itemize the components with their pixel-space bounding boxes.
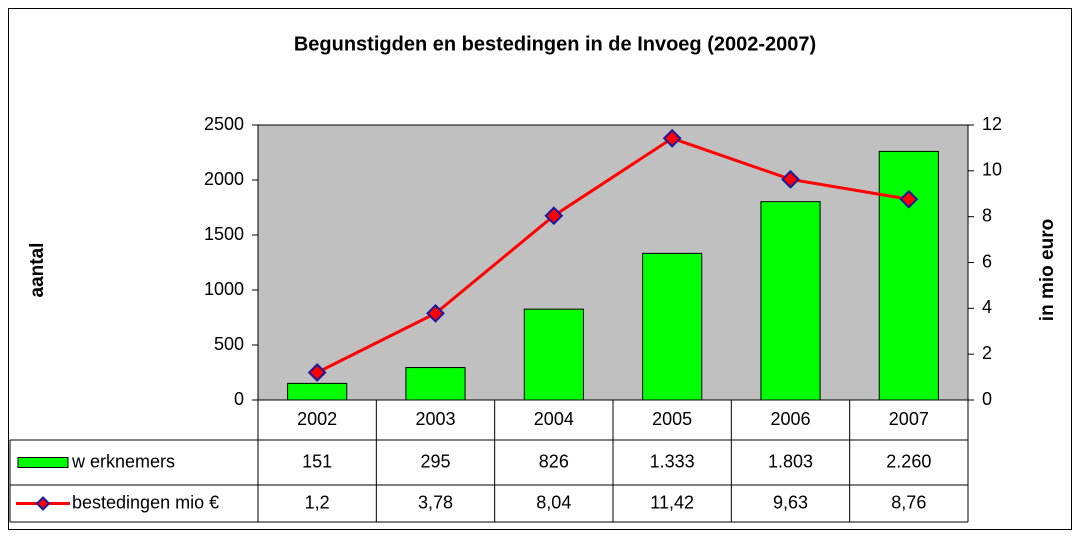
y2-axis-label: in mio euro (1037, 219, 1058, 321)
x-tick-label: 2006 (770, 409, 810, 429)
x-tick-label: 2003 (415, 409, 455, 429)
y-tick-label: 500 (214, 334, 244, 354)
table-value: 9,63 (773, 492, 808, 512)
bar (760, 201, 821, 401)
bar (642, 252, 703, 401)
table-value: 1,2 (305, 492, 330, 512)
table-value: 1.803 (768, 451, 813, 471)
bar (287, 382, 348, 401)
legend-label: bestedingen mio € (72, 492, 219, 512)
marker (544, 206, 564, 226)
y-axis-label: aantal (27, 243, 48, 298)
y2-tick-label: 0 (982, 389, 992, 409)
bar (405, 367, 466, 401)
table-value: 8,76 (891, 492, 926, 512)
table-value: 1.333 (650, 451, 695, 471)
y-tick-label: 2500 (204, 114, 244, 134)
y-tick-label: 1000 (204, 279, 244, 299)
marker (781, 169, 800, 189)
bar (878, 150, 939, 401)
table-value: 2.260 (886, 451, 931, 471)
table-value: 3,78 (418, 492, 453, 512)
marker (307, 363, 327, 382)
marker (426, 303, 445, 323)
y2-tick-label: 2 (982, 343, 992, 363)
x-tick-label: 2005 (652, 409, 692, 429)
marker (662, 128, 682, 148)
plot-area (257, 124, 969, 401)
chart-title: Begunstigden en bestedingen in de Invoeg… (294, 33, 816, 55)
y2-tick-label: 10 (982, 160, 1002, 180)
table-value: 11,42 (650, 492, 694, 512)
line (316, 136, 910, 374)
table-value: 151 (302, 451, 332, 471)
x-tick-label: 2007 (889, 409, 929, 429)
table-value: 826 (539, 451, 569, 471)
x-tick-label: 2002 (297, 409, 337, 429)
y-tick-label: 2000 (204, 169, 244, 189)
legend-marker (35, 496, 51, 511)
y2-tick-label: 8 (982, 205, 992, 225)
y2-tick-label: 4 (982, 297, 992, 317)
x-tick-label: 2004 (534, 409, 574, 429)
table-value: 295 (420, 451, 450, 471)
y2-tick-label: 6 (982, 251, 992, 271)
y-tick-label: 0 (234, 389, 244, 409)
table-value: 8,04 (536, 492, 571, 512)
legend-label: w erknemers (71, 451, 175, 471)
marker (899, 189, 919, 209)
bar (523, 308, 584, 401)
legend-swatch (17, 457, 69, 468)
y2-tick-label: 12 (982, 114, 1002, 134)
y-tick-label: 1500 (204, 224, 244, 244)
